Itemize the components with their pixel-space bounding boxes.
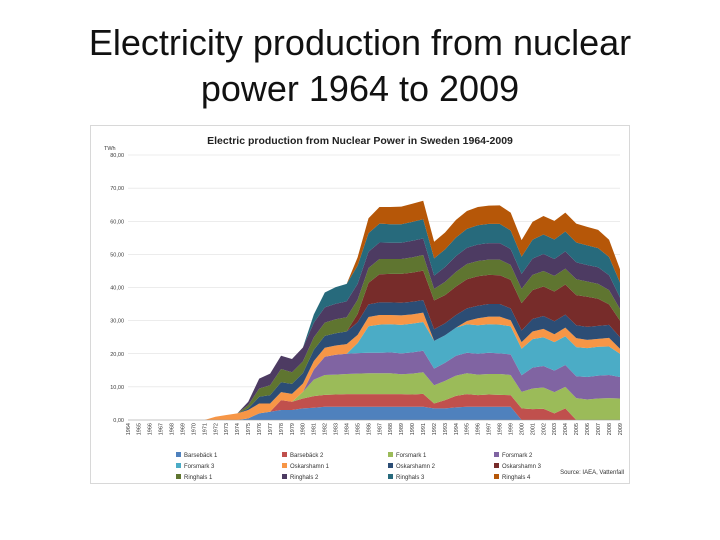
x-tick-label: 1998 (498, 423, 504, 435)
x-tick-label: 1972 (213, 423, 219, 435)
x-tick-label: 1966 (148, 423, 154, 435)
x-tick-label: 2003 (552, 423, 558, 435)
source-note: Source: IAEA, Vattenfall (560, 470, 624, 476)
legend-label: Ringhals 4 (502, 475, 531, 481)
y-tick-label: 40,00 (110, 286, 124, 292)
x-tick-label: 1996 (476, 423, 482, 435)
legend-label: Ringhals 2 (290, 475, 319, 481)
x-tick-label: 2007 (596, 423, 602, 435)
x-tick-label: 1986 (366, 423, 372, 435)
legend-label: Forsmark 3 (184, 464, 215, 470)
y-tick-label: 60,00 (110, 219, 124, 225)
legend-label: Oskarshamn 1 (290, 464, 330, 470)
x-tick-label: 1987 (377, 423, 383, 435)
area-series (128, 270, 620, 420)
legend-label: Barsebäck 2 (290, 453, 324, 459)
area-series (128, 200, 620, 420)
legend-swatch (176, 452, 181, 457)
x-tick-label: 1973 (224, 423, 230, 435)
area-series (128, 372, 620, 420)
x-tick-label: 2001 (530, 423, 536, 435)
x-tick-label: 2002 (541, 423, 547, 435)
x-tick-label: 1967 (159, 423, 165, 435)
legend-label: Oskarshamn 3 (502, 464, 542, 470)
axes: 0,00 10,00 20,00 30,00 40,00 50,00 60,00 70,00 8… (110, 153, 624, 435)
x-tick-label: 1980 (301, 423, 307, 435)
legend-label: Barsebäck 1 (184, 453, 218, 459)
x-tick-label: 1999 (508, 423, 514, 435)
y-tick-label: 70,00 (110, 186, 124, 192)
x-tick-label: 1984 (344, 423, 350, 435)
x-tick-label: 1991 (421, 423, 427, 435)
x-tick-label: 2009 (618, 423, 624, 435)
x-tick-label: 1995 (465, 423, 471, 435)
x-tick-label: 2008 (607, 423, 613, 435)
x-tick-label: 1992 (432, 423, 438, 435)
y-tick-label: 20,00 (110, 352, 124, 358)
legend-label: Forsmark 1 (396, 453, 427, 459)
x-tick-label: 1974 (235, 423, 241, 435)
y-tick-label: 30,00 (110, 319, 124, 325)
slide-title-line-2: power 1964 to 2009 (200, 68, 520, 109)
stacked-areas (128, 200, 620, 420)
x-tick-label: 1983 (334, 423, 340, 435)
x-tick-label: 1971 (202, 423, 208, 435)
area-series (128, 321, 620, 420)
x-tick-label: 1968 (170, 423, 176, 435)
x-tick-label: 1990 (410, 423, 416, 435)
x-tick-label: 1988 (388, 423, 394, 435)
x-tick-label: 1965 (137, 423, 143, 435)
x-tick-label: 1994 (454, 423, 460, 435)
legend-swatch (388, 474, 393, 479)
legend-swatch (388, 452, 393, 457)
x-tick-label: 1975 (246, 423, 252, 435)
legend-swatch (176, 474, 181, 479)
slide-title-line-1: Electricity production from nuclear (88, 22, 632, 63)
area-series (128, 219, 620, 420)
area-series (128, 393, 620, 420)
x-tick-label: 2006 (585, 423, 591, 435)
x-tick-label: 1981 (312, 423, 318, 435)
legend-swatch (494, 452, 499, 457)
legend: Barsebäck 1 Barsebäck 2 Forsmark 1 Forsmark… (176, 452, 542, 481)
x-tick-label: 1985 (355, 423, 361, 435)
x-tick-label: 2000 (519, 423, 525, 435)
x-tick-label: 1964 (126, 423, 132, 435)
y-tick-label: 0,00 (113, 418, 124, 424)
area-series (128, 350, 620, 420)
legend-swatch (388, 463, 393, 468)
slide-title: Electricity production from nuclear powe… (40, 20, 680, 112)
legend-swatch (494, 474, 499, 479)
legend-swatch (282, 463, 287, 468)
x-tick-label: 1993 (443, 423, 449, 435)
x-tick-label: 1989 (399, 423, 405, 435)
legend-swatch (176, 463, 181, 468)
legend-label: Ringhals 3 (396, 475, 425, 481)
x-tick-label: 1982 (323, 423, 329, 435)
x-tick-label: 2005 (574, 423, 580, 435)
legend-swatch (494, 463, 499, 468)
y-axis-unit-label: TWh (104, 146, 116, 152)
x-tick-label: 1977 (268, 423, 274, 435)
chart-title: Electric production from Nuclear Power i… (207, 135, 513, 147)
x-tick-label: 1979 (290, 423, 296, 435)
x-tick-label: 1976 (257, 423, 263, 435)
x-tick-label: 1997 (487, 423, 493, 435)
legend-swatch (282, 452, 287, 457)
x-tick-label: 1969 (180, 423, 186, 435)
legend-label: Ringhals 1 (184, 475, 213, 481)
x-tick-label: 2004 (563, 423, 569, 435)
area-series (128, 406, 620, 420)
legend-label: Forsmark 2 (502, 453, 533, 459)
legend-label: Oskarshamn 2 (396, 464, 436, 470)
y-tick-label: 80,00 (110, 153, 124, 159)
y-tick-label: 50,00 (110, 252, 124, 258)
legend-swatch (282, 474, 287, 479)
x-tick-label: 1978 (279, 423, 285, 435)
x-tick-label: 1970 (191, 423, 197, 435)
nuclear-production-chart: Electric production from Nuclear Power i… (90, 125, 630, 484)
y-tick-label: 10,00 (110, 385, 124, 391)
